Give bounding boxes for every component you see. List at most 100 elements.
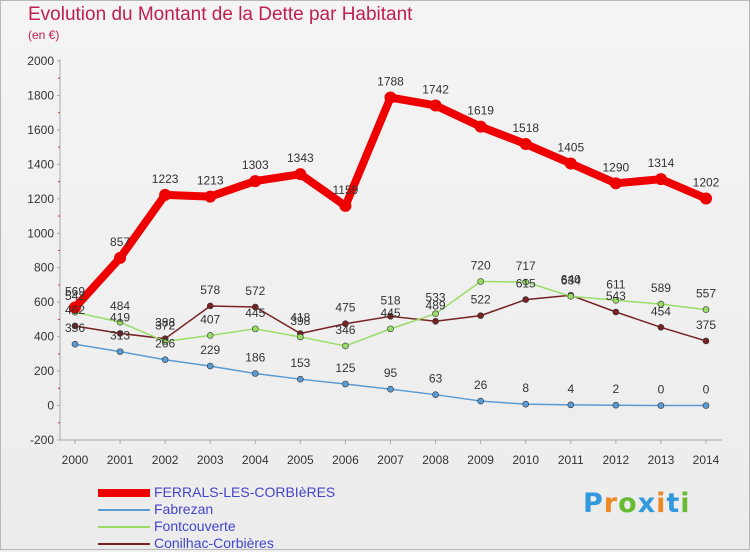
data-point (387, 325, 394, 333)
data-label: 542 (65, 289, 85, 303)
data-point (114, 251, 127, 264)
data-point (297, 333, 304, 341)
data-point (249, 175, 262, 188)
data-label: 484 (110, 299, 130, 313)
x-tick-label: 2000 (62, 453, 89, 467)
data-label: 445 (245, 306, 265, 320)
data-label: 26 (474, 378, 488, 392)
x-tick-label: 2003 (197, 453, 224, 467)
data-point (654, 173, 667, 186)
data-label: 1213 (197, 174, 224, 188)
legend-swatch (98, 509, 150, 511)
data-label: 95 (384, 366, 398, 380)
logo-letter: i (680, 488, 691, 519)
legend-label: Fabrezan (154, 501, 214, 517)
data-label: 1202 (693, 175, 720, 189)
data-label: 1518 (512, 121, 539, 135)
data-point (564, 157, 577, 170)
data-label: 1303 (242, 158, 269, 172)
data-point (477, 312, 484, 319)
data-point (657, 324, 665, 331)
data-label: 1405 (557, 141, 584, 155)
data-label: 186 (245, 351, 265, 365)
data-label: 557 (696, 287, 716, 301)
x-tick-label: 2002 (152, 453, 179, 467)
data-point (69, 301, 81, 314)
data-point (297, 375, 304, 383)
data-label: 518 (380, 293, 400, 307)
data-label: 1343 (287, 151, 314, 165)
data-point (339, 199, 352, 212)
logo-letter: P (583, 488, 604, 519)
data-point (161, 338, 169, 345)
data-label: 1742 (422, 82, 449, 96)
data-label: 634 (561, 273, 581, 287)
data-point (657, 300, 665, 308)
data-label: 229 (200, 343, 220, 357)
data-point (609, 177, 622, 190)
logo-letter: r (603, 488, 619, 519)
x-tick-label: 2011 (558, 453, 584, 467)
data-point (294, 168, 307, 181)
y-tick-label: 600 (34, 295, 54, 309)
data-point (251, 303, 259, 311)
data-label: 445 (380, 306, 400, 320)
data-label: 346 (335, 323, 355, 337)
data-point (474, 120, 487, 133)
data-point (71, 322, 79, 330)
data-point (477, 397, 484, 405)
x-tick-label: 2007 (377, 453, 404, 467)
data-label: 720 (471, 259, 491, 273)
data-label: 4 (567, 382, 574, 396)
data-label: 266 (155, 337, 175, 351)
data-point (251, 325, 259, 333)
data-point (519, 138, 532, 151)
y-tick-label: 800 (34, 261, 54, 275)
data-point (700, 192, 712, 205)
data-label: 398 (290, 314, 310, 328)
data-label: 857 (110, 235, 130, 249)
data-point (342, 342, 349, 350)
line-chart: -200020040060080010001200140016001800200… (27, 54, 722, 467)
data-label: 419 (110, 310, 130, 324)
legend-label: Fontcouverte (154, 518, 236, 534)
x-tick-label: 2013 (648, 453, 675, 467)
x-tick-label: 2006 (332, 453, 359, 467)
data-label: 153 (290, 356, 310, 370)
x-tick-label: 2014 (693, 453, 720, 467)
data-point (477, 278, 484, 285)
data-label: 489 (426, 298, 446, 312)
data-label: 418 (290, 311, 310, 325)
data-label: 533 (426, 291, 446, 305)
data-label: 1314 (648, 156, 675, 170)
legend-label: Conilhac-Corbières (154, 535, 274, 551)
data-point (159, 188, 172, 201)
chart-title: Evolution du Montant de la Dette par Hab… (28, 4, 413, 25)
unit-label: (en €) (28, 28, 60, 42)
data-label: 8 (522, 381, 529, 395)
y-tick-label: 1200 (27, 192, 54, 206)
data-label: 1788 (377, 75, 404, 89)
data-point (384, 91, 397, 104)
data-point (567, 401, 575, 409)
data-label: 0 (658, 383, 665, 397)
series-line (72, 93, 708, 311)
data-label: 475 (335, 301, 355, 315)
legend-swatch (98, 526, 150, 528)
data-point (612, 401, 620, 409)
proxiti-logo: Proxiti (583, 488, 691, 519)
data-point (657, 402, 665, 409)
data-label: 1290 (603, 160, 630, 174)
data-label: 372 (155, 318, 175, 332)
y-tick-label: 1800 (27, 88, 54, 102)
data-point (612, 296, 620, 304)
data-label: 1619 (467, 104, 494, 118)
logo-letter: o (618, 488, 638, 519)
data-point (702, 337, 710, 345)
data-point (161, 356, 169, 364)
data-label: 569 (65, 285, 85, 299)
y-tick-label: 1600 (27, 123, 54, 137)
data-label: 640 (561, 272, 581, 286)
x-tick-label: 2012 (603, 453, 630, 467)
y-tick-label: 400 (34, 330, 54, 344)
